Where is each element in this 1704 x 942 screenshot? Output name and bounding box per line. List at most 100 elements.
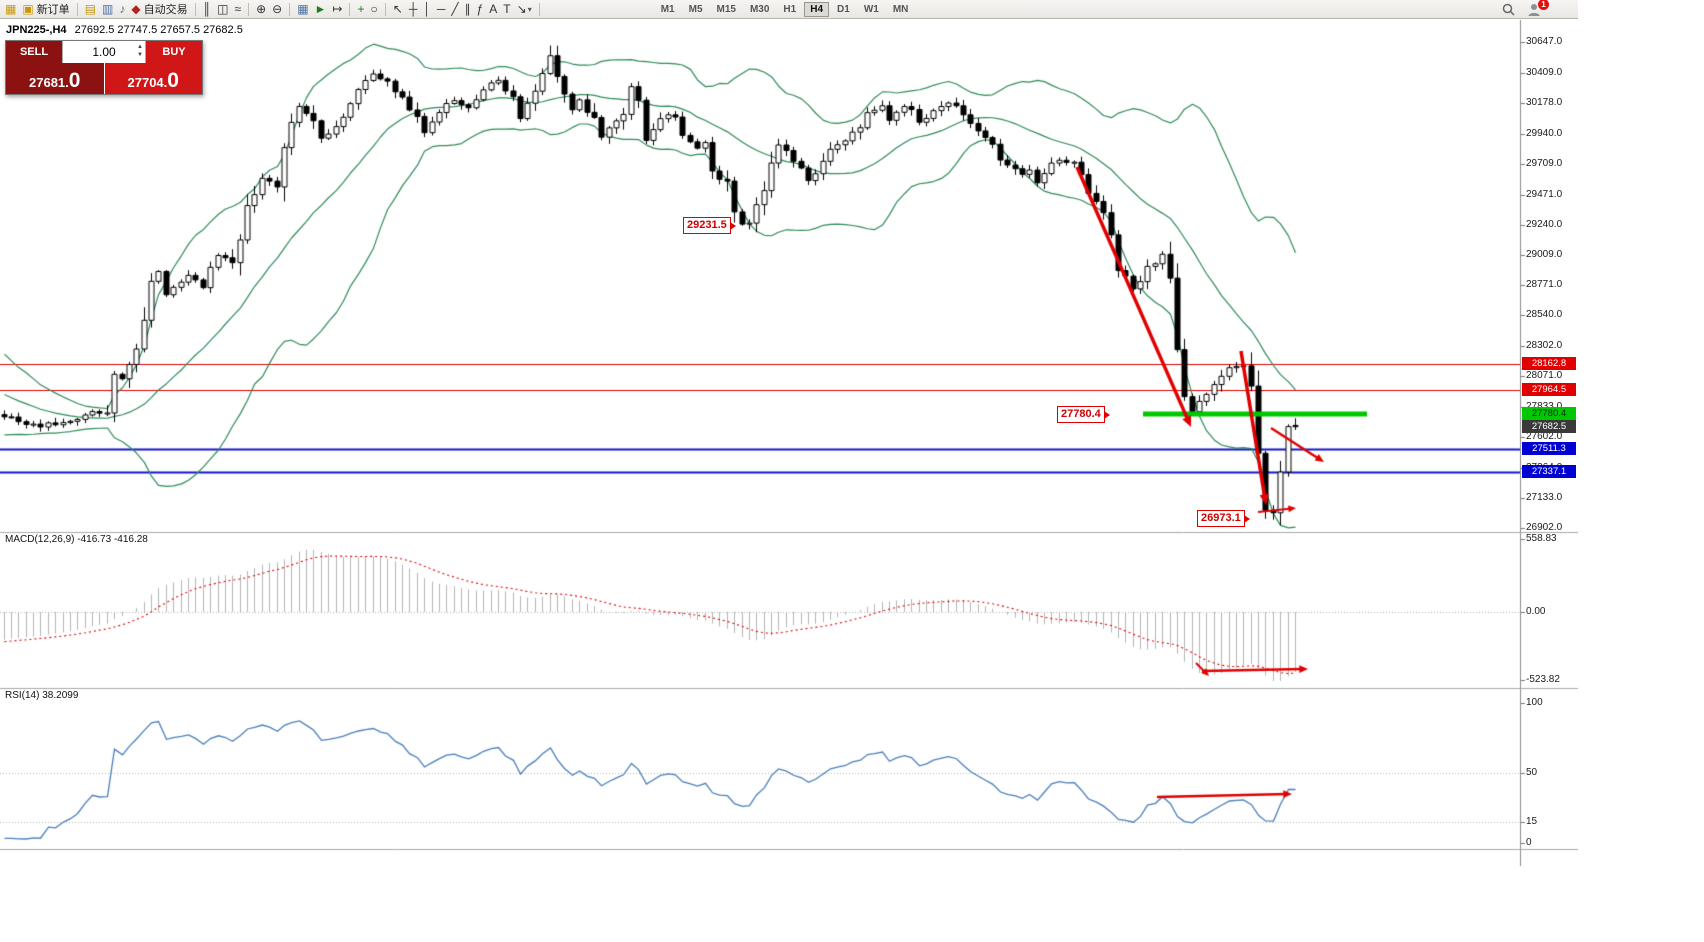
- tile-windows-icon-glyph: ▦: [297, 2, 309, 16]
- chart-shift-icon-glyph: ↦: [332, 2, 343, 16]
- symbol-info-line: JPN225-,H4 27692.5 27747.5 27657.5 27682…: [6, 24, 243, 36]
- y-axis-tick: 29009.0: [1526, 249, 1563, 260]
- cycles-icon[interactable]: ○: [368, 1, 381, 17]
- sell-price-big-digit: 0: [68, 69, 81, 92]
- fibonacci-icon[interactable]: ƒ: [474, 1, 487, 17]
- horizontal-line-icon[interactable]: ─: [434, 1, 449, 17]
- buy-price-display[interactable]: 27704. 0: [104, 63, 202, 94]
- terminal-icon[interactable]: ▥: [99, 1, 116, 17]
- y-axis-tick: 27133.0: [1526, 492, 1563, 503]
- y-axis-tick: 30409.0: [1526, 67, 1563, 78]
- tile-windows-icon[interactable]: ▦: [294, 1, 311, 17]
- zoom-in-icon[interactable]: ⊕: [253, 1, 269, 17]
- notification-badge: 1: [1538, 0, 1549, 10]
- text-icon[interactable]: A: [486, 1, 500, 17]
- toolbar: ▦ ▣ 新订单 ▤ ▥ ♪ ◆ 自动交易 ║ ◫ ≈ ⊕ ⊖ ▦ ► ↦ + ○ ↖ ┼ │ ─ ╱ ∥ ƒ A T ↘ ▾ M1 M5 M…: [0, 0, 1578, 19]
- rsi-axis-tick: 0: [1526, 837, 1532, 848]
- horizontal-line-icon-glyph: ─: [436, 2, 446, 16]
- buy-price: 27704.: [127, 75, 168, 90]
- buy-button[interactable]: BUY: [146, 41, 202, 63]
- alerts-icon[interactable]: ♪: [116, 1, 128, 17]
- toolbar-separator: [76, 2, 78, 16]
- autotrading-button-label: 自动交易: [143, 4, 188, 16]
- sell-price-display[interactable]: 27681. 0: [6, 63, 105, 94]
- sell-price: 27681.: [29, 75, 69, 90]
- macd-axis-tick: -523.82: [1526, 674, 1560, 685]
- search-icon[interactable]: [1502, 3, 1515, 21]
- vertical-line-icon[interactable]: │: [420, 1, 434, 17]
- lot-size-input[interactable]: [77, 45, 131, 59]
- y-axis-tick: 28771.0: [1526, 279, 1563, 290]
- y-axis-tick: 26902.0: [1526, 522, 1563, 533]
- price-callout-label: 27780.4: [1057, 406, 1110, 423]
- autotrading-icon: ◆: [131, 2, 141, 16]
- autotrading-button[interactable]: ◆ 自动交易: [128, 1, 190, 17]
- candlestick-chart-icon[interactable]: ◫: [214, 1, 231, 17]
- sell-button[interactable]: SELL: [6, 41, 62, 63]
- charts-icon-glyph: ▤: [84, 2, 97, 16]
- bar-chart-icon-glyph: ║: [202, 2, 212, 16]
- new-order-button[interactable]: ▣ 新订单: [19, 1, 72, 17]
- bar-chart-icon[interactable]: ║: [200, 1, 215, 17]
- timeframe-m5-button[interactable]: M5: [688, 3, 703, 15]
- cursor-icon[interactable]: ↖: [390, 1, 406, 17]
- y-axis-tick: 27833.0: [1526, 401, 1562, 412]
- timeframe-mn-button[interactable]: MN: [892, 3, 909, 15]
- trendline-icon[interactable]: ╱: [448, 1, 461, 17]
- dropdown-caret-icon: ▾: [527, 4, 532, 14]
- zoom-in-icon-glyph: ⊕: [256, 2, 267, 16]
- timeframe-w1-button[interactable]: W1: [863, 3, 879, 15]
- zoom-out-icon[interactable]: ⊖: [269, 1, 285, 17]
- y-axis-tick: 28071.0: [1526, 370, 1563, 381]
- timeframe-m1-button[interactable]: M1: [660, 3, 675, 15]
- lot-size-stepper: ▲ ▼: [137, 43, 143, 59]
- line-chart-icon[interactable]: ≈: [231, 1, 244, 17]
- macd-label: MACD(12,26,9) -416.73 -416.28: [5, 534, 148, 545]
- crosshair-icon[interactable]: ┼: [406, 1, 421, 17]
- rsi-axis-tick: 50: [1526, 767, 1538, 778]
- lot-size-field: ▲ ▼: [62, 41, 146, 63]
- y-axis-tick: 27602.0: [1526, 431, 1563, 442]
- y-axis-tick: 29471.0: [1526, 189, 1563, 200]
- channel-icon[interactable]: ∥: [462, 1, 474, 17]
- chart-shift-icon[interactable]: ↦: [329, 1, 345, 17]
- label-icon[interactable]: T: [500, 1, 513, 17]
- charts-icon[interactable]: ▤: [82, 1, 99, 17]
- lot-decrease-button[interactable]: ▼: [137, 52, 143, 58]
- timeframe-m30-button[interactable]: M30: [749, 3, 770, 15]
- chart-window-icon[interactable]: ▦: [2, 1, 19, 17]
- rsi-axis-tick: 100: [1526, 697, 1543, 708]
- y-axis-tick: 29940.0: [1526, 128, 1563, 139]
- timeframe-h4-button[interactable]: H4: [804, 1, 830, 17]
- crosshair-icon-glyph: ┼: [408, 2, 418, 16]
- auto-scroll-icon[interactable]: ►: [312, 1, 330, 17]
- rsi-label: RSI(14) 38.2099: [5, 690, 79, 701]
- toolbar-separator: [384, 2, 386, 16]
- indicators-icon-glyph: +: [357, 2, 365, 16]
- toolbar-separator: [349, 2, 351, 16]
- timeframe-h1-button[interactable]: H1: [783, 3, 797, 15]
- toolbar-separator: [248, 2, 250, 16]
- timeframe-toolbar: M1 M5 M15 M30 H1 H4 D1 W1 MN: [654, 1, 916, 17]
- price-tag-27337.1: 27337.1: [1522, 465, 1576, 478]
- community-account-icon[interactable]: 1: [1527, 0, 1549, 21]
- y-axis-tick: 29240.0: [1526, 219, 1563, 230]
- symbol-title: JPN225-,H4: [6, 24, 67, 36]
- cursor-icon-glyph: ↖: [392, 2, 403, 16]
- label-icon-glyph: T: [503, 2, 511, 16]
- y-axis-tick: 30647.0: [1526, 36, 1563, 47]
- indicators-icon[interactable]: +: [354, 1, 367, 17]
- zoom-out-icon-glyph: ⊖: [272, 2, 283, 16]
- timeframe-d1-button[interactable]: D1: [837, 3, 850, 15]
- arrows-tool-icon[interactable]: ↘ ▾: [514, 1, 535, 17]
- y-axis-tick: 28302.0: [1526, 340, 1563, 351]
- toolbar-separator: [194, 2, 196, 16]
- auto-scroll-icon-glyph: ►: [314, 2, 327, 16]
- lot-increase-button[interactable]: ▲: [137, 44, 143, 50]
- cycles-icon-glyph: ○: [370, 2, 378, 16]
- timeframe-m15-button[interactable]: M15: [716, 3, 736, 15]
- new-order-icon: ▣: [22, 2, 34, 16]
- macd-axis-tick: 0.00: [1526, 606, 1546, 617]
